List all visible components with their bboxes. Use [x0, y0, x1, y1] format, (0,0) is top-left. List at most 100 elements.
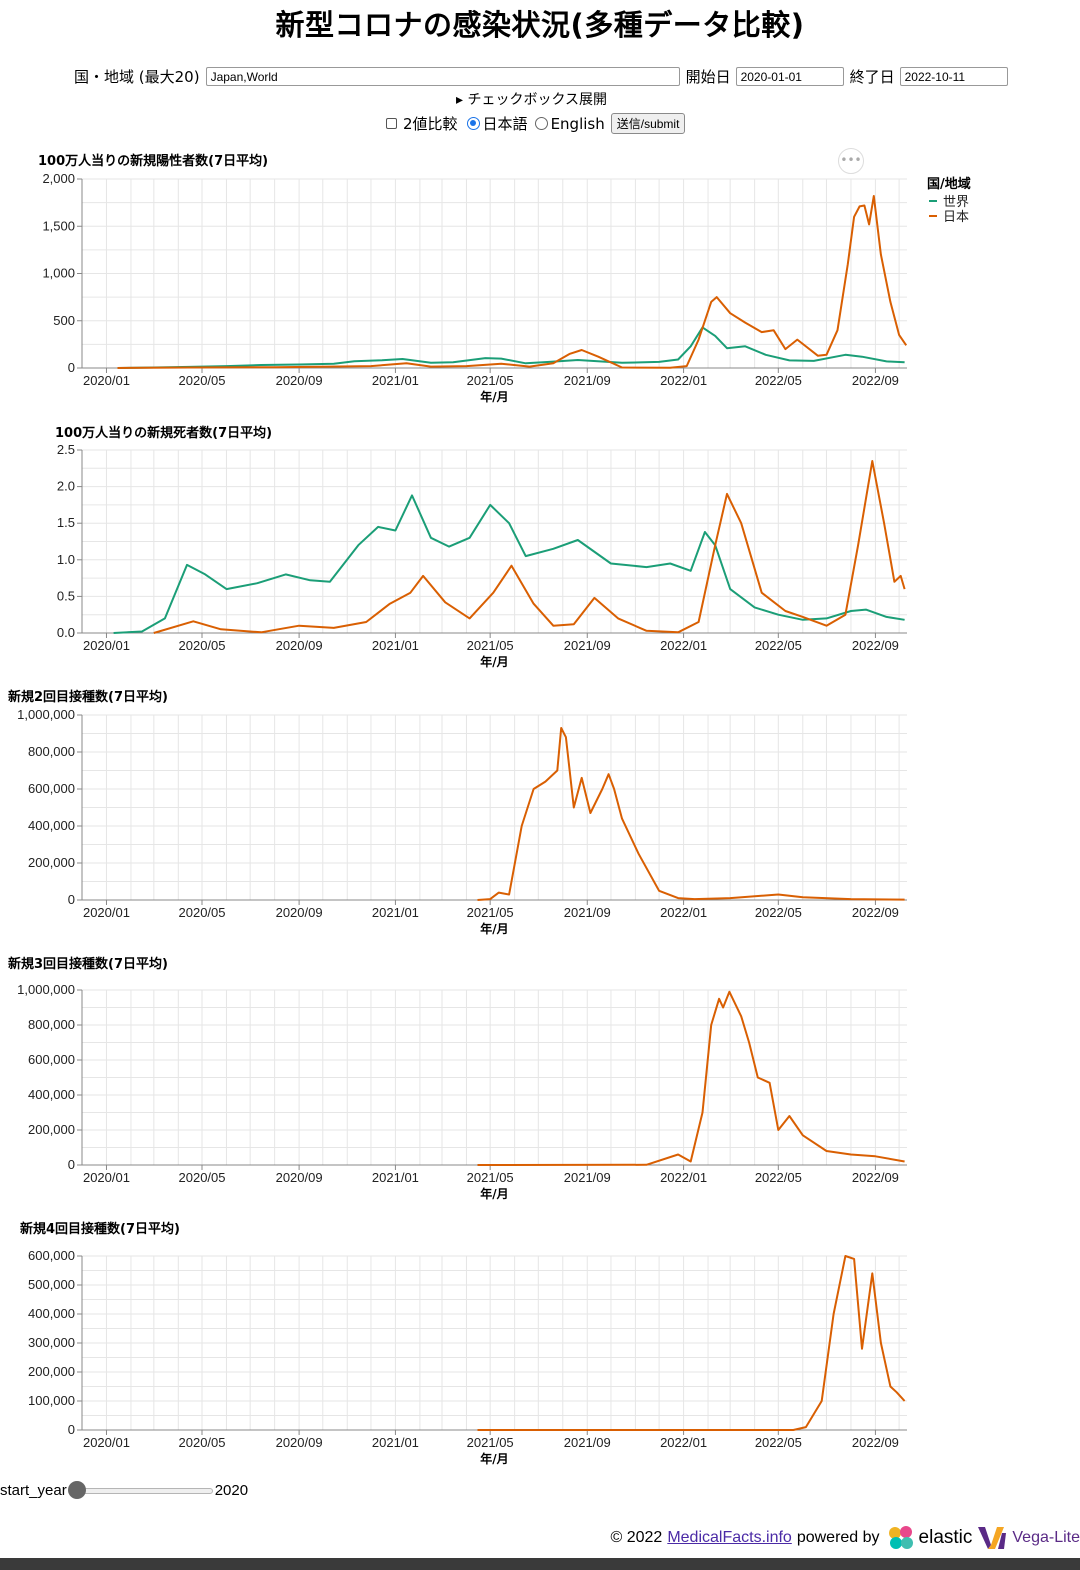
x-tick-label: 2022/01 — [660, 638, 707, 653]
x-tick-label: 2022/05 — [755, 1435, 802, 1450]
y-tick-label: 0.5 — [57, 588, 75, 603]
chart-4: 0 200,000 400,000 600,000 800,000 1,000,000 20… — [8, 956, 907, 1201]
x-tick-label: 2020/05 — [179, 1170, 226, 1185]
y-tick-label: 300,000 — [28, 1335, 75, 1350]
x-tick-label: 2021/05 — [467, 905, 514, 920]
chart-title: 新規3回目接種数(7日平均) — [8, 956, 168, 972]
end-date-label: 終了日 — [849, 68, 895, 86]
legend-title: 国/地域 — [927, 176, 971, 192]
x-tick-label: 2020/01 — [83, 373, 130, 388]
y-tick-label: 500 — [53, 313, 75, 328]
x-tick-label: 2021/01 — [372, 373, 419, 388]
x-tick-label: 2022/01 — [660, 905, 707, 920]
chart-3: 0 200,000 400,000 600,000 800,000 1,000,000 20… — [8, 689, 907, 936]
x-tick-label: 2022/09 — [852, 638, 899, 653]
footer: © 2022 MedicalFacts.info powered by elas… — [610, 1524, 1080, 1552]
x-tick-label: 2020/01 — [83, 638, 130, 653]
lang-ja-radio[interactable] — [466, 117, 480, 130]
series-line-世界 — [113, 494, 905, 634]
x-tick-label: 2021/01 — [372, 1435, 419, 1450]
series-line-日本 — [477, 990, 905, 1166]
slider-label: start_year — [0, 1482, 67, 1499]
end-date-input[interactable] — [899, 67, 1008, 86]
checkbox-expand-toggle[interactable]: ▸ チェックボックス展開 — [456, 92, 608, 108]
chart-title: 新規4回目接種数(7日平均) — [20, 1221, 180, 1237]
x-tick-label: 2021/01 — [372, 1170, 419, 1185]
y-tick-label: 400,000 — [28, 1306, 75, 1321]
slider-value: 2020 — [214, 1482, 249, 1499]
start-date-input[interactable] — [735, 67, 844, 86]
y-tick-label: 1,000 — [42, 266, 75, 281]
x-tick-label: 2021/05 — [467, 1435, 514, 1450]
chart-actions-menu-icon[interactable]: ••• — [838, 148, 864, 174]
start-year-slider[interactable] — [67, 1480, 213, 1499]
x-tick-label: 2021/05 — [467, 638, 514, 653]
legend-entry: 世界 — [943, 194, 969, 209]
x-tick-label: 2020/09 — [276, 373, 323, 388]
slider-handle[interactable] — [67, 1480, 86, 1499]
bottom-bar — [0, 1558, 1080, 1570]
country-input[interactable] — [205, 67, 680, 86]
x-tick-label: 2020/09 — [276, 905, 323, 920]
x-tick-label: 2022/09 — [852, 1170, 899, 1185]
y-tick-label: 0.0 — [57, 625, 75, 640]
vega-lite-link[interactable]: Vega-Lite — [1012, 1529, 1080, 1546]
x-tick-label: 2020/05 — [179, 1435, 226, 1450]
chart-title: 100万人当りの新規陽性者数(7日平均) — [38, 153, 268, 169]
y-tick-label: 100,000 — [28, 1393, 75, 1408]
chart-title: 100万人当りの新規死者数(7日平均) — [55, 425, 272, 441]
y-tick-label: 1,000,000 — [17, 707, 75, 722]
y-tick-label: 1.5 — [57, 515, 75, 530]
page-title: 新型コロナの感染状況(多種データ比較) — [275, 8, 805, 42]
x-axis-title: 年/月 — [480, 654, 508, 669]
y-tick-label: 500,000 — [28, 1277, 75, 1292]
site-link[interactable]: MedicalFacts.info — [667, 1529, 792, 1546]
x-tick-label: 2020/01 — [83, 905, 130, 920]
y-tick-label: 2.0 — [57, 479, 75, 494]
x-tick-label: 2021/09 — [564, 638, 611, 653]
elastic-text: elastic — [918, 1527, 973, 1548]
compare-checkbox[interactable] — [386, 118, 397, 129]
vega-logo-icon — [978, 1527, 1007, 1549]
x-tick-label: 2021/09 — [564, 1435, 611, 1450]
submit-button[interactable]: 送信/submit — [610, 113, 686, 134]
chart-title: 新規2回目接種数(7日平均) — [8, 689, 168, 705]
x-axis-title: 年/月 — [480, 1186, 508, 1201]
x-tick-label: 2021/05 — [467, 1170, 514, 1185]
x-axis-title: 年/月 — [480, 389, 508, 404]
options-row: 2値比較 日本語 English 送信/submit — [386, 113, 686, 134]
y-tick-label: 200,000 — [28, 1364, 75, 1379]
x-tick-label: 2020/09 — [276, 638, 323, 653]
compare-label: 2値比較 — [403, 115, 458, 133]
y-tick-label: 2,000 — [42, 171, 75, 186]
x-tick-label: 2022/09 — [852, 905, 899, 920]
chart-1: 0 500 1,000 1,500 2,000 2020/01 2020/05 2020/09… — [38, 153, 971, 404]
y-tick-label: 0 — [68, 360, 75, 375]
y-tick-label: 800,000 — [28, 1017, 75, 1032]
x-tick-label: 2022/05 — [755, 638, 802, 653]
x-tick-label: 2021/05 — [467, 373, 514, 388]
x-axis-title: 年/月 — [480, 921, 508, 936]
y-tick-label: 1,000,000 — [17, 982, 75, 997]
x-tick-label: 2022/09 — [852, 1435, 899, 1450]
filter-form: 国・地域 (最大20) 開始日 終了日 — [74, 66, 1008, 87]
lang-en-label: English — [550, 114, 605, 133]
powered-by-text: powered by — [796, 1529, 880, 1546]
legend-entry: 日本 — [943, 209, 969, 224]
series-line-世界 — [117, 326, 905, 369]
x-tick-label: 2020/05 — [179, 373, 226, 388]
lang-en-radio[interactable] — [534, 117, 548, 130]
x-tick-label: 2020/05 — [179, 638, 226, 653]
series-line-日本 — [477, 1255, 906, 1431]
x-axis-title: 年/月 — [480, 1451, 508, 1466]
y-tick-label: 400,000 — [28, 818, 75, 833]
y-tick-label: 600,000 — [28, 1248, 75, 1263]
series-line-日本 — [477, 727, 905, 901]
y-tick-label: 600,000 — [28, 781, 75, 796]
y-tick-label: 800,000 — [28, 744, 75, 759]
x-tick-label: 2020/01 — [83, 1170, 130, 1185]
series-line-日本 — [153, 460, 906, 634]
x-tick-label: 2021/01 — [372, 905, 419, 920]
country-label: 国・地域 (最大20) — [74, 68, 200, 86]
x-tick-label: 2021/09 — [564, 1170, 611, 1185]
